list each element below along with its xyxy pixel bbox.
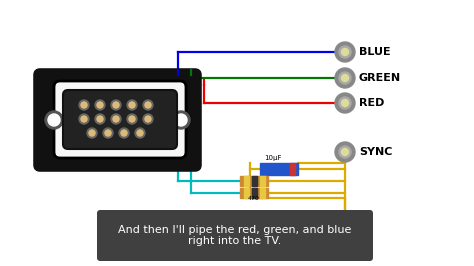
Circle shape [172,111,190,129]
Bar [252,176,257,186]
Circle shape [137,130,143,136]
Bar [260,176,265,186]
Circle shape [143,114,153,124]
Circle shape [135,128,145,138]
Bar [252,188,257,198]
FancyBboxPatch shape [54,81,186,158]
Bar [290,163,295,175]
Text: And then I'll pipe the red, green, and blue
right into the TV.: And then I'll pipe the red, green, and b… [118,225,352,246]
Bar [244,176,249,186]
Circle shape [335,142,355,162]
Text: 470: 470 [248,196,260,201]
Bar [260,163,298,175]
Bar [240,188,268,198]
Bar [260,188,265,198]
Circle shape [339,146,351,158]
Circle shape [95,100,105,110]
Circle shape [175,114,187,126]
Circle shape [105,130,111,136]
Circle shape [79,100,89,110]
Circle shape [339,97,351,109]
Circle shape [113,102,119,108]
Circle shape [45,111,63,129]
FancyBboxPatch shape [97,210,373,261]
Circle shape [95,114,105,124]
Circle shape [341,99,348,106]
Circle shape [335,68,355,88]
Bar [240,176,268,186]
Circle shape [339,72,351,84]
Circle shape [81,102,87,108]
FancyBboxPatch shape [63,90,177,149]
Circle shape [341,148,348,156]
Circle shape [121,130,127,136]
Circle shape [111,100,121,110]
Circle shape [335,93,355,113]
Circle shape [97,102,103,108]
Text: 10µF: 10µF [264,155,282,161]
FancyBboxPatch shape [36,71,199,169]
Circle shape [127,114,137,124]
Circle shape [119,128,129,138]
Circle shape [335,42,355,62]
Circle shape [143,100,153,110]
Circle shape [339,46,351,58]
Circle shape [97,116,103,122]
Text: GREEN: GREEN [359,73,401,83]
Bar [244,188,249,198]
Circle shape [341,74,348,81]
Circle shape [79,114,89,124]
Text: BLUE: BLUE [359,47,391,57]
Circle shape [111,114,121,124]
Circle shape [341,48,348,56]
Circle shape [145,102,151,108]
Circle shape [81,116,87,122]
Circle shape [113,116,119,122]
Circle shape [127,100,137,110]
Circle shape [87,128,97,138]
Text: SYNC: SYNC [359,147,392,157]
Circle shape [129,102,135,108]
Circle shape [48,114,60,126]
Circle shape [89,130,95,136]
Text: RED: RED [359,98,384,108]
Circle shape [145,116,151,122]
Circle shape [129,116,135,122]
Circle shape [103,128,113,138]
